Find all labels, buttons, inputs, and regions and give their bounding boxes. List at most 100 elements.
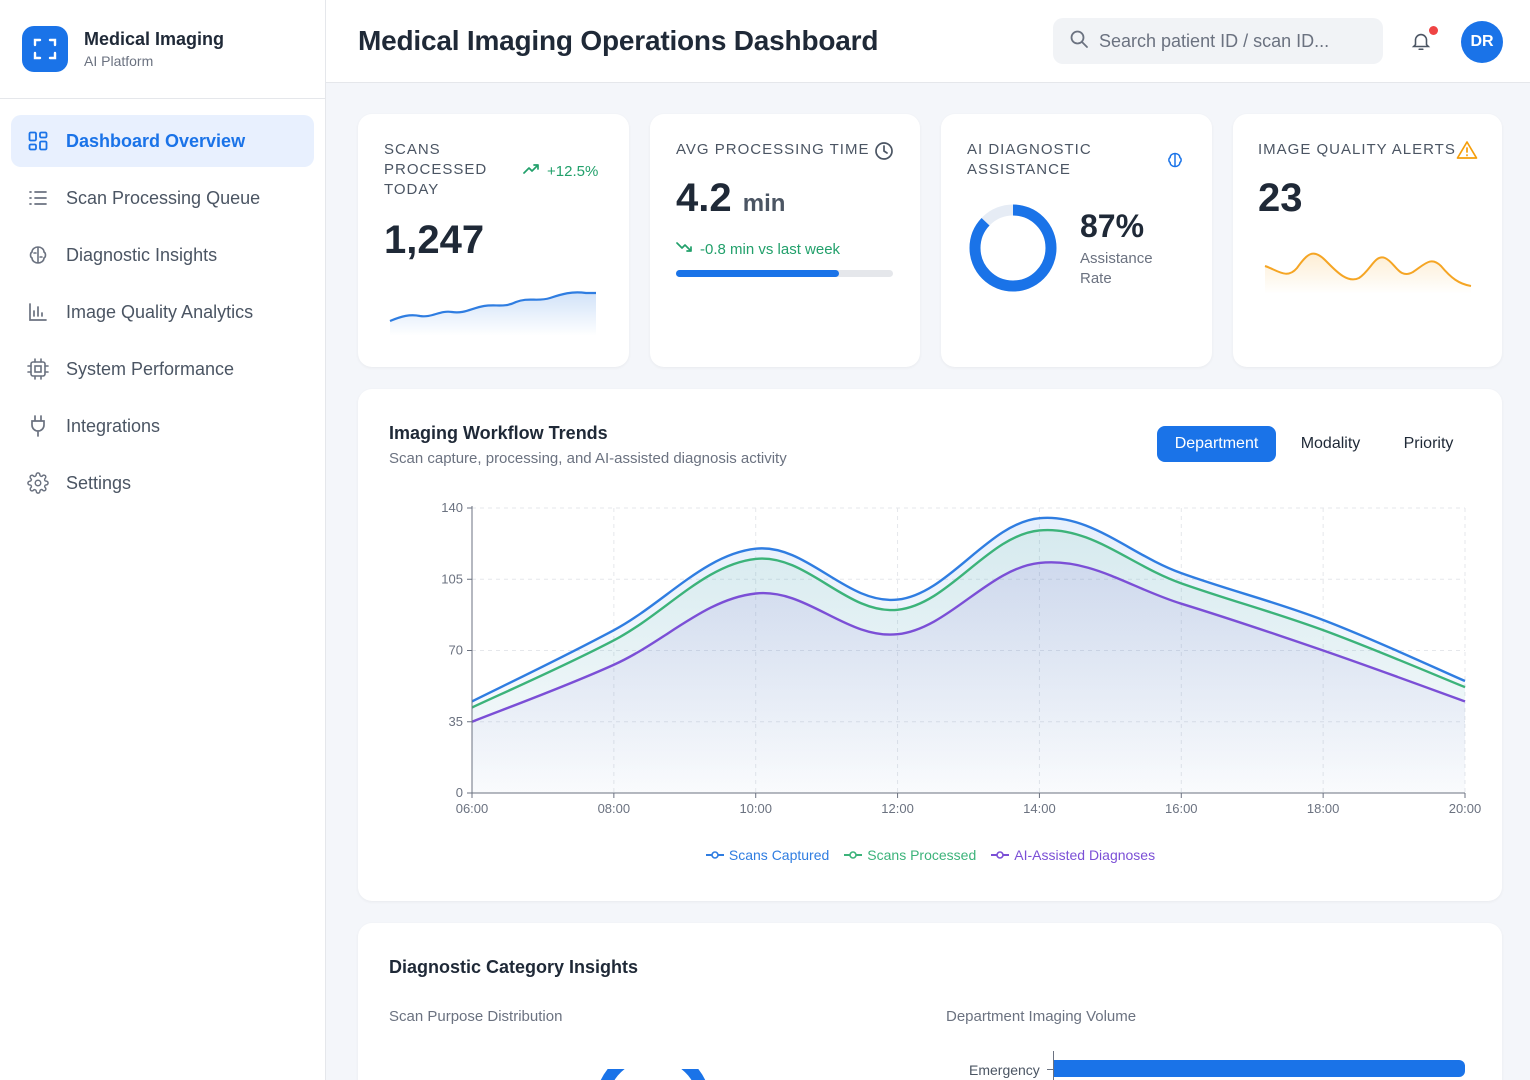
scans-sparkline: [389, 291, 596, 336]
legend-marker: [705, 851, 724, 859]
brand-title: Medical Imaging: [84, 29, 225, 49]
gear-icon: [27, 472, 49, 494]
top-bar: Medical Imaging Operations Dashboard DR: [326, 0, 1530, 83]
kpi-caption: Assistance Rate: [1080, 250, 1153, 287]
clock-icon: [874, 141, 894, 166]
x-tick-label: 12:00: [881, 801, 914, 816]
brand: Medical Imaging AI Platform: [0, 0, 325, 99]
kpi-card-processing-time: Avg Processing Time 4.2 min -0.8 min vs …: [650, 114, 920, 367]
notification-dot: [1429, 26, 1438, 35]
bar-chart-icon: [27, 301, 49, 323]
y-axis-line: [1053, 1051, 1054, 1080]
y-tick-label: 35: [449, 714, 463, 729]
alerts-sparkline: [1264, 252, 1472, 294]
sidebar-item-system-performance[interactable]: System Performance: [11, 343, 314, 395]
legend-label: Scans Processed: [867, 847, 977, 863]
trend-badge: -0.8 min vs last week: [676, 240, 840, 258]
progress-bar: [676, 270, 893, 277]
y-tick-label: 70: [449, 643, 463, 658]
y-tick-label: 0: [456, 785, 463, 800]
axis-tick: [1047, 1069, 1053, 1070]
warning-icon: [1456, 140, 1478, 165]
sidebar-item-image-quality-analytics[interactable]: Image Quality Analytics: [11, 286, 314, 338]
chart-legend: Scans Captured Scans Processed AI-Assist…: [358, 847, 1503, 863]
search-input[interactable]: [1099, 30, 1369, 52]
bell-icon[interactable]: [1410, 30, 1434, 54]
tab-modality[interactable]: Modality: [1300, 435, 1361, 452]
grid-icon: [27, 130, 49, 152]
legend-item-scans-captured[interactable]: Scans Captured: [705, 847, 830, 863]
legend-marker: [991, 851, 1010, 859]
x-tick-label: 18:00: [1307, 801, 1340, 816]
x-tick-label: 10:00: [739, 801, 772, 816]
workflow-line-chart: 0 35 70 105 140 06:00 08:00 10:00 12:00 14:00 16:0…: [441, 500, 1482, 816]
legend-item-ai-assisted-diagnoses[interactable]: AI-Assisted Diagnoses: [991, 847, 1155, 863]
x-tick-label: 06:00: [456, 801, 489, 816]
trend-badge: +12.5%: [523, 162, 598, 180]
sidebar-item-label: Dashboard Overview: [66, 130, 246, 151]
brain-icon: [1166, 151, 1184, 174]
kpi-label: AI Diagnostic Assistance: [967, 141, 1092, 178]
y-tick-label: 105: [441, 571, 463, 586]
trend-value: -0.8 min vs last week: [700, 240, 841, 258]
sidebar: Medical Imaging AI Platform Dashboard Ov…: [0, 0, 326, 1080]
sidebar-item-settings[interactable]: Settings: [11, 457, 314, 509]
diagnostic-insights-card: Diagnostic Category Insights Scan Purpos…: [358, 923, 1502, 1080]
scan-frame-icon: [22, 26, 68, 72]
sidebar-item-label: Settings: [66, 472, 132, 493]
sidebar-item-label: Scan Processing Queue: [66, 187, 261, 208]
workflow-chart-card: Imaging Workflow Trends Scan capture, pr…: [358, 389, 1502, 901]
kpi-card-ai-assistance: AI Diagnostic Assistance 87% Assistance …: [941, 114, 1212, 367]
kpi-card-quality-alerts: Image Quality Alerts 23: [1233, 114, 1502, 367]
series-line-scans-processed[interactable]: [471, 528, 1466, 709]
legend-item-scans-processed[interactable]: Scans Processed: [844, 847, 976, 863]
series-line-ai-assisted-diagnoses[interactable]: [471, 561, 1466, 723]
x-tick-label: 16:00: [1165, 801, 1198, 816]
sidebar-item-label: Integrations: [66, 415, 161, 436]
chart-subtitle: Scan capture, processing, and AI-assiste…: [389, 450, 787, 467]
brand-subtitle: AI Platform: [84, 53, 154, 69]
chart-title: Imaging Workflow Trends: [389, 423, 608, 443]
y-tick-label: 140: [441, 500, 463, 515]
x-tick-label: 08:00: [598, 801, 631, 816]
series-line-scans-captured[interactable]: [471, 516, 1466, 703]
tab-department[interactable]: Department: [1157, 426, 1276, 462]
scan-purpose-title: Scan Purpose Distribution: [389, 1008, 563, 1025]
sidebar-item-label: Diagnostic Insights: [66, 244, 218, 265]
search-box[interactable]: [1053, 18, 1383, 64]
sidebar-item-label: Image Quality Analytics: [66, 301, 254, 322]
sidebar-item-dashboard-overview[interactable]: Dashboard Overview: [11, 115, 314, 167]
plug-icon: [27, 415, 49, 437]
search-icon: [1069, 29, 1089, 54]
cpu-icon: [27, 358, 49, 380]
legend-label: Scans Captured: [728, 847, 830, 863]
trend-up-icon: [523, 162, 541, 180]
trend-value: +12.5%: [547, 162, 599, 180]
ai-assistance-donut: [969, 204, 1057, 292]
series-area-2: [472, 562, 1465, 793]
kpi-value-number: 4.2: [676, 176, 732, 220]
sidebar-item-label: System Performance: [66, 358, 235, 379]
legend-label: AI-Assisted Diagnoses: [1014, 847, 1156, 863]
kpi-value-unit: min: [742, 190, 786, 217]
kpi-label: Avg Processing Time: [676, 141, 870, 158]
kpi-value: 23: [1258, 176, 1303, 220]
purpose-donut-chart: [600, 1069, 706, 1080]
bar-emergency[interactable]: [1054, 1060, 1465, 1077]
progress-fill: [676, 270, 839, 277]
page-title: Medical Imaging Operations Dashboard: [358, 25, 879, 56]
kpi-card-scans: Scans Processed Today +12.5% 1,247: [358, 114, 629, 367]
kpi-value: 87%: [1080, 208, 1145, 244]
section-title: Diagnostic Category Insights: [389, 957, 639, 977]
sidebar-item-integrations[interactable]: Integrations: [11, 400, 314, 452]
avatar[interactable]: DR: [1461, 21, 1503, 63]
kpi-label: Scans Processed Today: [384, 141, 488, 198]
sidebar-item-diagnostic-insights[interactable]: Diagnostic Insights: [11, 229, 314, 281]
tab-priority[interactable]: Priority: [1403, 435, 1454, 452]
x-tick-label: 20:00: [1449, 801, 1482, 816]
sidebar-nav: Dashboard Overview Scan Processing Queue…: [0, 99, 325, 530]
x-tick-label: 14:00: [1023, 801, 1056, 816]
brain-icon: [27, 244, 49, 266]
sidebar-item-scan-processing-queue[interactable]: Scan Processing Queue: [11, 172, 314, 224]
bar-label-emergency: Emergency: [969, 1062, 1040, 1078]
